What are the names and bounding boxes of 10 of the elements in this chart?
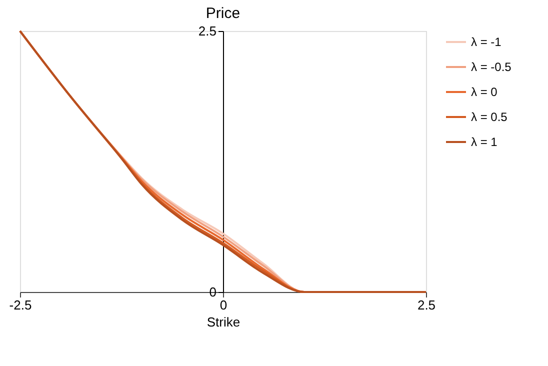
- legend-label: λ = -1: [471, 35, 502, 49]
- legend-label: λ = -0.5: [471, 60, 512, 74]
- x-tick-label: -2.5: [9, 298, 32, 312]
- x-axis-title: Strike: [206, 314, 240, 330]
- legend-label: λ = 1: [471, 135, 498, 149]
- x-tick-label: 2.5: [417, 298, 436, 312]
- x-tick-label: 0: [220, 298, 228, 312]
- legend-label: λ = 0: [471, 85, 498, 99]
- chart-title: Price: [206, 5, 240, 22]
- legend-label: λ = 0.5: [471, 110, 508, 124]
